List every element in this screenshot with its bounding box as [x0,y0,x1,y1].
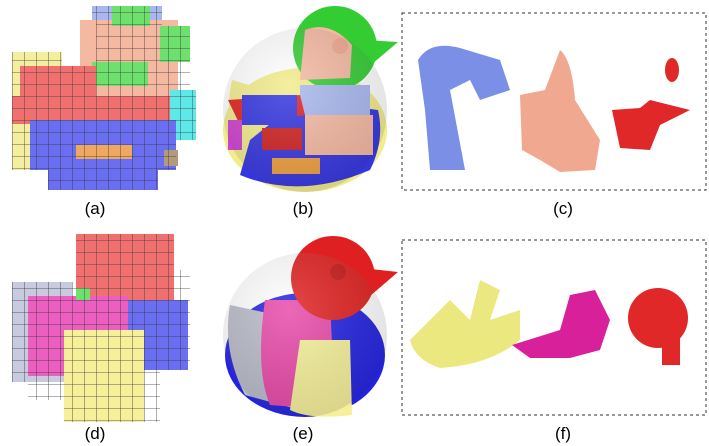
caption: (e) [293,424,314,443]
duck-b [223,6,398,192]
dashed-box [401,12,707,191]
duck-e [223,236,398,417]
caption: (a) [85,199,106,218]
caption: (c) [553,199,573,218]
parts-c [418,45,690,172]
voxel-duck-a [12,6,196,190]
voxel-duck-d [12,234,190,422]
caption: (d) [85,424,106,443]
caption: (f) [555,424,571,443]
parts-f [410,280,688,368]
dashed-box [401,239,707,416]
caption: (b) [293,199,314,218]
